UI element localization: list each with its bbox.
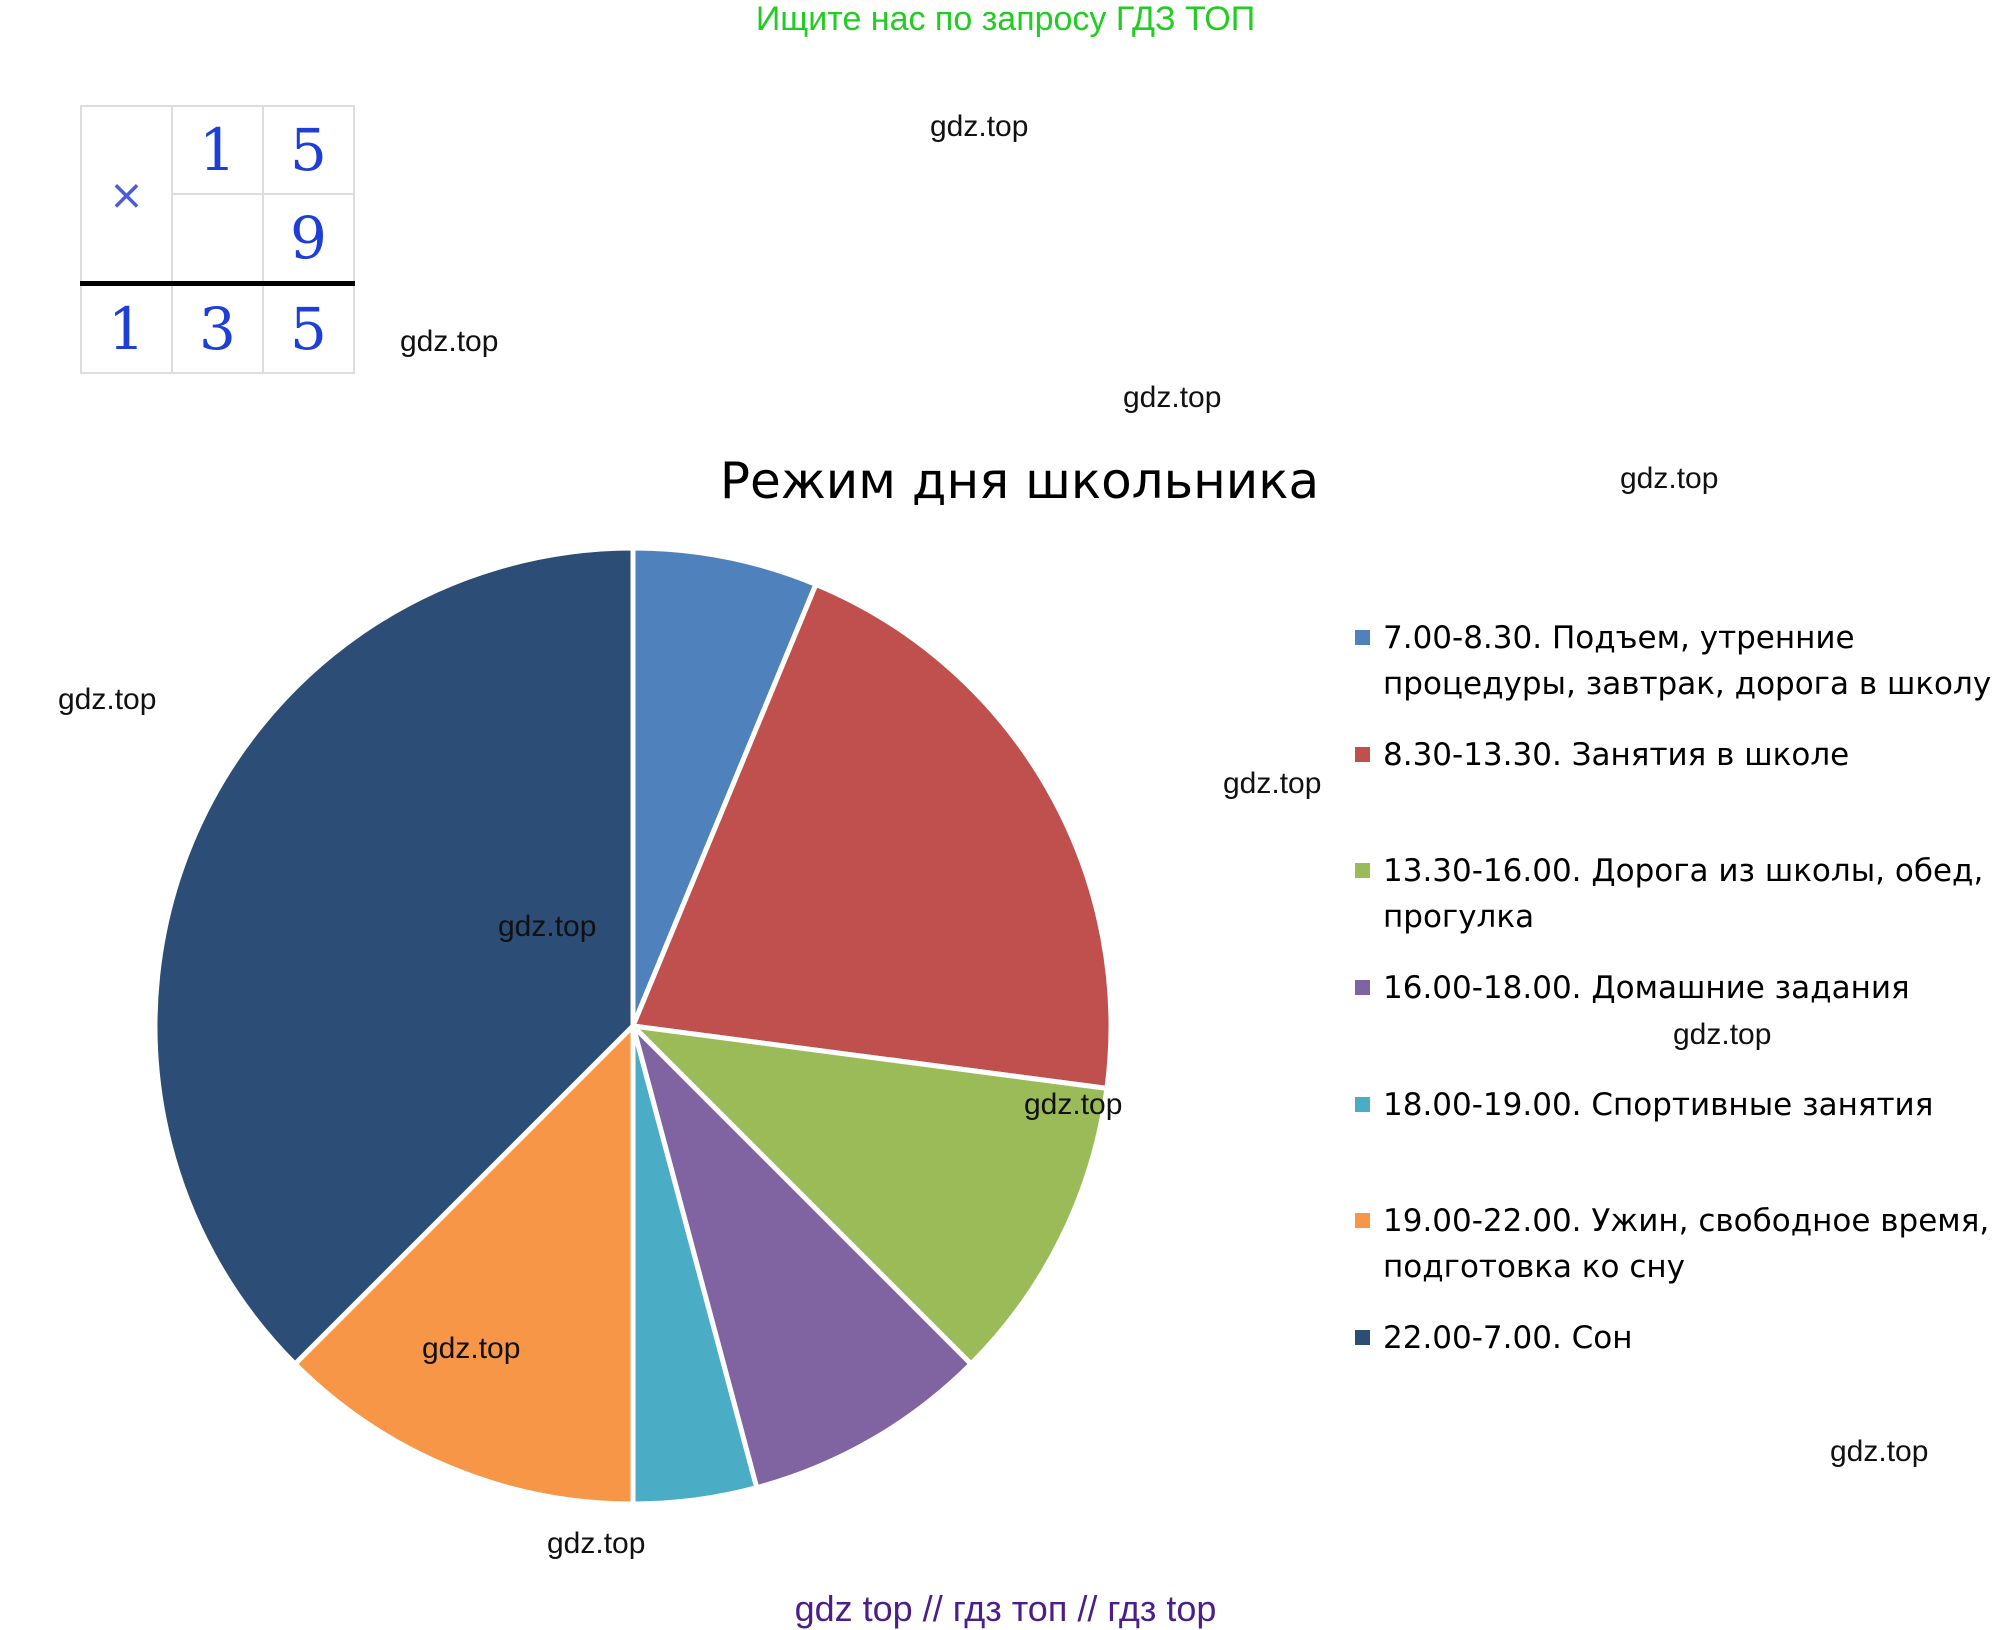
pie-slice-7 xyxy=(152,545,636,1367)
multiplication-result-cell: 3 xyxy=(171,281,264,374)
legend-label: 19.00-22.00. Ужин, свободное время, подг… xyxy=(1383,1203,1990,1285)
legend-item: 19.00-22.00. Ужин, свободное время, подг… xyxy=(1355,1198,2005,1290)
watermark: gdz.top xyxy=(1673,1018,1772,1051)
watermark: gdz.top xyxy=(58,683,157,716)
watermark: gdz.top xyxy=(1223,767,1322,800)
multiplication-result-row: 1 3 5 xyxy=(80,281,355,374)
pie-slice-3 xyxy=(630,1023,1110,1367)
watermark: gdz.top xyxy=(422,1332,521,1365)
footer-banner: gdz top // гдз топ // гдз top xyxy=(794,1588,1217,1629)
legend-item: 18.00-19.00. Спортивные занятия xyxy=(1355,1082,2005,1128)
pie-slice-6 xyxy=(292,1023,636,1507)
multiplication-cell: 9 xyxy=(262,193,355,285)
legend-item: 22.00-7.00. Сон xyxy=(1355,1315,2005,1361)
legend-label: 7.00-8.30. Подъем, утренние процедуры, з… xyxy=(1383,620,1992,702)
multiplication-result-cell: 5 xyxy=(262,281,355,374)
legend-label: 16.00-18.00. Домашние задания xyxy=(1383,970,1910,1006)
watermark: gdz.top xyxy=(547,1527,646,1560)
header-banner: Ищите нас по запросу ГДЗ ТОП xyxy=(755,0,1256,38)
pie-slice-4 xyxy=(630,1023,974,1491)
watermark: gdz.top xyxy=(1123,381,1222,414)
watermark: gdz.top xyxy=(1024,1088,1123,1121)
multiplication-cell xyxy=(171,193,264,285)
watermark: gdz.top xyxy=(1830,1435,1929,1468)
watermark: gdz.top xyxy=(498,910,597,943)
legend-item: 8.30-13.30. Занятия в школе xyxy=(1355,732,2005,778)
legend-label: 22.00-7.00. Сон xyxy=(1383,1320,1633,1356)
multiplication-row-1: × 1 5 xyxy=(80,105,355,285)
pie-slice-2 xyxy=(630,581,1114,1091)
legend-swatch xyxy=(1355,863,1370,878)
legend-label: 13.30-16.00. Дорога из школы, обед, прог… xyxy=(1383,853,1984,935)
chart-title: Режим дня школьника xyxy=(719,452,1320,510)
multiplication-cell: 5 xyxy=(262,105,355,195)
multiplication-row-2: 9 xyxy=(81,193,355,285)
watermark: gdz.top xyxy=(400,325,499,358)
legend-swatch xyxy=(1355,630,1370,645)
legend-swatch xyxy=(1355,1213,1370,1228)
legend-label: 8.30-13.30. Занятия в школе xyxy=(1383,737,1850,773)
legend-swatch xyxy=(1355,1097,1370,1112)
legend-swatch xyxy=(1355,1330,1370,1345)
multiplication-cell: 1 xyxy=(171,105,264,195)
legend-item: 16.00-18.00. Домашние задания xyxy=(1355,965,2005,1011)
legend-item: 13.30-16.00. Дорога из школы, обед, прог… xyxy=(1355,848,2005,940)
legend-swatch xyxy=(1355,747,1370,762)
legend-label: 18.00-19.00. Спортивные занятия xyxy=(1383,1087,1934,1123)
multiplication-result-cell: 1 xyxy=(80,281,173,374)
watermark: gdz.top xyxy=(930,110,1029,143)
pie-slice-1 xyxy=(630,545,819,1029)
multiplication-operator: × xyxy=(80,105,173,285)
multiplication-table: × 1 5 9 1 3 5 xyxy=(80,105,355,374)
legend-swatch xyxy=(1355,980,1370,995)
legend-item: 7.00-8.30. Подъем, утренние процедуры, з… xyxy=(1355,615,2005,707)
watermark: gdz.top xyxy=(1620,462,1719,495)
